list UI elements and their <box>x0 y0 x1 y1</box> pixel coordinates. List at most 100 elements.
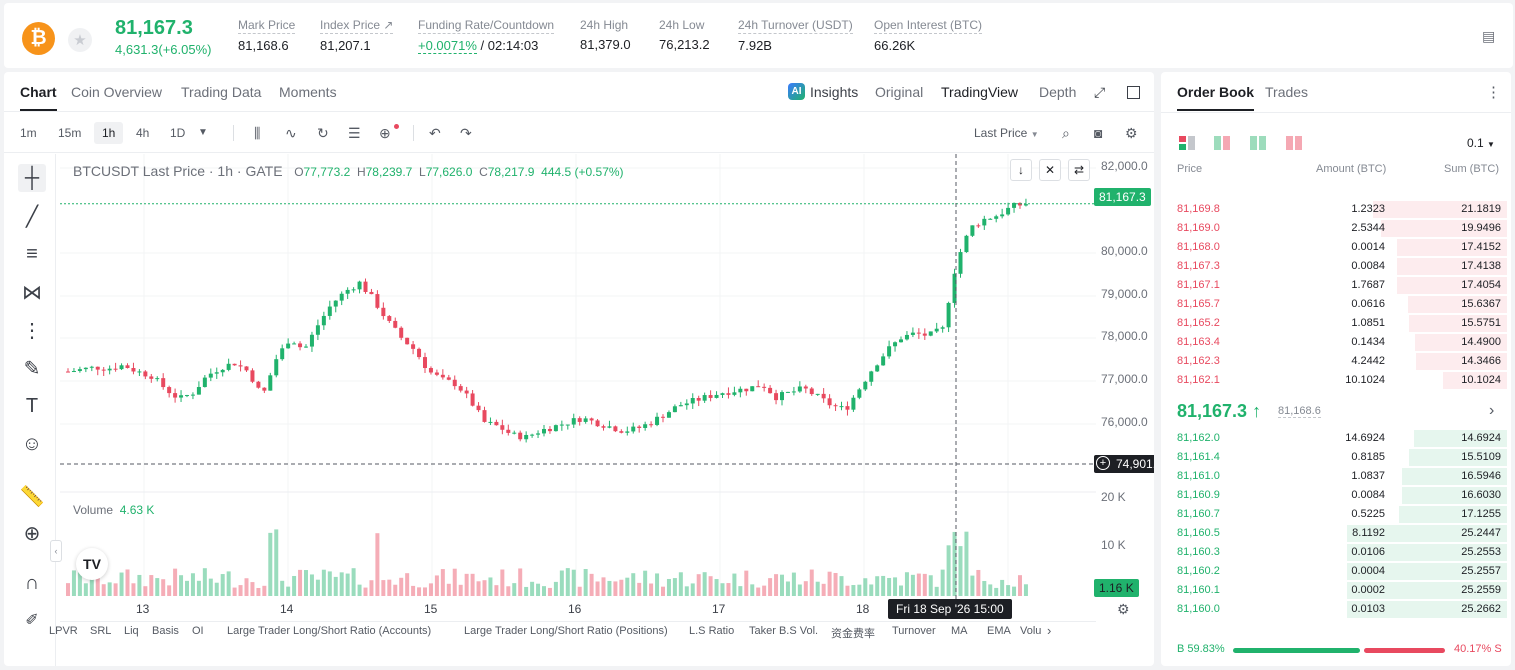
indicator-item[interactable]: Liq <box>124 625 139 637</box>
add-indicator-icon[interactable]: ⊕ <box>379 125 391 141</box>
indicator-item[interactable]: Volu <box>1020 625 1042 637</box>
candlestick-chart[interactable] <box>60 154 1096 599</box>
tab-depth[interactable]: Depth <box>1039 84 1077 100</box>
indicator-item[interactable]: Large Trader Long/Short Ratio (Accounts) <box>227 625 432 637</box>
timeframe-1m[interactable]: 1m <box>20 126 37 140</box>
brush-icon[interactable]: ✎ <box>23 357 41 380</box>
chevron-down-icon[interactable]: ▼ <box>198 127 208 138</box>
indicator-item[interactable]: 资金费率 <box>831 628 875 640</box>
layout-both-icon[interactable] <box>1179 136 1195 150</box>
stat-funding-rate[interactable]: Funding Rate/Countdown +0.0071% / 02:14:0… <box>418 18 555 54</box>
swap-icon[interactable]: ⇄ <box>1068 159 1090 181</box>
more-icon[interactable]: ⋮ <box>1486 84 1501 101</box>
tab-tradingview[interactable]: TradingView <box>941 84 1019 100</box>
template-icon[interactable]: ☰ <box>348 125 361 141</box>
orderbook-row[interactable]: 81,162.0 14.6924 14.6924 <box>1161 429 1511 448</box>
settings-icon[interactable]: ⚙ <box>1117 601 1130 617</box>
stat-24h-turnover[interactable]: 24h Turnover (USDT) 7.92B <box>738 18 853 53</box>
stat-open-interest[interactable]: Open Interest (BTC) 66.26K <box>874 18 983 53</box>
indicator-item[interactable]: Large Trader Long/Short Ratio (Positions… <box>464 625 668 637</box>
stat-index-price[interactable]: Index Price ↗ 81,207.1 <box>320 18 394 53</box>
orderbook-row[interactable]: 81,160.1 0.0002 25.2559 <box>1161 581 1511 600</box>
trendline-icon[interactable]: ╱ <box>25 205 39 228</box>
chevron-right-icon[interactable]: › <box>1489 402 1495 419</box>
collapse-toolbar-icon[interactable]: ‹ <box>50 540 62 562</box>
price-type-select[interactable]: Last Price ▼ <box>974 126 1039 140</box>
gear-icon[interactable]: ⚙ <box>1125 125 1138 141</box>
orderbook-row[interactable]: 81,160.3 0.0106 25.2553 <box>1161 543 1511 562</box>
orderbook-row[interactable]: 81,160.5 8.1192 25.2447 <box>1161 524 1511 543</box>
layout-split-icon[interactable] <box>1214 136 1230 150</box>
book-icon[interactable]: ▤ <box>1482 28 1496 44</box>
ohlc-open-label: O <box>294 165 304 179</box>
tab-trading-data[interactable]: Trading Data <box>181 84 262 100</box>
indicator-item[interactable]: SRL <box>90 625 112 637</box>
emoji-icon[interactable]: ☺ <box>21 432 43 455</box>
camera-icon[interactable]: ◙ <box>1094 125 1103 141</box>
timeframe-1h[interactable]: 1h <box>94 122 124 144</box>
orderbook-row[interactable]: 81,160.2 0.0004 25.2557 <box>1161 562 1511 581</box>
plus-icon[interactable]: + <box>1096 456 1110 470</box>
ruler-icon[interactable]: 📏 <box>19 485 45 508</box>
indicator-item[interactable]: LPVR <box>49 625 78 637</box>
pencil-lock-icon[interactable]: ✐ <box>25 612 39 629</box>
star-icon[interactable]: ★ <box>68 28 92 52</box>
orderbook-row[interactable]: 81,162.3 4.2442 14.3466 <box>1161 352 1511 371</box>
redo-icon[interactable]: ↷ <box>460 125 472 141</box>
text-icon[interactable]: T <box>25 394 39 417</box>
timeframe-15m[interactable]: 15m <box>58 126 82 140</box>
indicator-item[interactable]: OI <box>192 625 204 637</box>
timeframe-1d[interactable]: 1D <box>170 126 186 140</box>
tab-original[interactable]: Original <box>875 84 924 100</box>
pattern-icon[interactable]: ⋈ <box>22 281 42 304</box>
crosshair-icon[interactable]: ┼ <box>18 164 46 192</box>
fib-icon[interactable]: ⋮ <box>22 319 42 342</box>
tab-insights[interactable]: Insights <box>810 84 859 100</box>
indicator-icon[interactable]: ∿ <box>285 125 297 141</box>
candle-type-icon[interactable]: ⫼ <box>254 125 261 141</box>
tab-coin-overview[interactable]: Coin Overview <box>71 84 163 100</box>
indicator-item[interactable]: Basis <box>152 625 179 637</box>
orderbook-row[interactable]: 81,169.0 2.5344 19.9496 <box>1161 219 1511 238</box>
refresh-icon[interactable]: ↻ <box>317 125 329 141</box>
expand-icon[interactable]: ⤢ <box>1094 84 1106 100</box>
arrow-down-icon[interactable]: ↓ <box>1010 159 1032 181</box>
orderbook-row[interactable]: 81,160.7 0.5225 17.1255 <box>1161 505 1511 524</box>
chart-plot-area[interactable]: BTCUSDT Last Price · 1h · GATE O77,773.2… <box>60 154 1096 666</box>
window-icon[interactable] <box>1127 86 1140 99</box>
search-icon[interactable]: ⌕ <box>1062 125 1070 141</box>
orderbook-row[interactable]: 81,160.9 0.0084 16.6030 <box>1161 486 1511 505</box>
indicator-item[interactable]: Turnover <box>892 625 936 637</box>
orderbook-row[interactable]: 81,167.1 1.7687 17.4054 <box>1161 276 1511 295</box>
timeframe-4h[interactable]: 4h <box>136 126 150 140</box>
layout-bids-icon[interactable] <box>1250 136 1266 150</box>
orderbook-row[interactable]: 81,163.4 0.1434 14.4900 <box>1161 333 1511 352</box>
indicator-item[interactable]: EMA <box>987 625 1011 637</box>
indicator-item[interactable]: MA <box>951 625 968 637</box>
orderbook-row[interactable]: 81,165.2 1.0851 15.5751 <box>1161 314 1511 333</box>
tab-chart[interactable]: Chart <box>20 84 57 111</box>
collapse-icon[interactable]: ✕ <box>1039 159 1061 181</box>
magnet-icon[interactable]: ∩ <box>24 571 40 594</box>
tab-trades[interactable]: Trades <box>1265 84 1309 100</box>
orderbook-row[interactable]: 81,167.3 0.0084 17.4138 <box>1161 257 1511 276</box>
orderbook-row[interactable]: 81,168.0 0.0014 17.4152 <box>1161 238 1511 257</box>
layout-asks-icon[interactable] <box>1286 136 1302 150</box>
zoom-in-icon[interactable]: ⊕ <box>23 522 41 545</box>
orderbook-row[interactable]: 81,161.0 1.0837 16.5946 <box>1161 467 1511 486</box>
tradingview-logo-icon[interactable]: TV <box>76 548 108 580</box>
indicator-item[interactable]: Taker B.S Vol. <box>749 625 819 637</box>
orderbook-row[interactable]: 81,162.1 10.1024 10.1024 <box>1161 371 1511 390</box>
orderbook-row[interactable]: 81,169.8 1.2323 21.1819 <box>1161 200 1511 219</box>
stat-mark-price[interactable]: Mark Price 81,168.6 <box>238 18 296 53</box>
precision-select[interactable]: 0.1 ▼ <box>1467 136 1495 150</box>
undo-icon[interactable]: ↶ <box>429 125 441 141</box>
orderbook-row[interactable]: 81,161.4 0.8185 15.5109 <box>1161 448 1511 467</box>
orderbook-row[interactable]: 81,160.0 0.0103 25.2662 <box>1161 600 1511 619</box>
tab-moments[interactable]: Moments <box>279 84 337 100</box>
horizontal-lines-icon[interactable]: ≡ <box>26 242 38 265</box>
chevron-right-icon[interactable]: › <box>1047 623 1052 638</box>
orderbook-row[interactable]: 81,165.7 0.0616 15.6367 <box>1161 295 1511 314</box>
tab-order-book[interactable]: Order Book <box>1177 84 1255 111</box>
indicator-item[interactable]: L.S Ratio <box>689 625 735 637</box>
